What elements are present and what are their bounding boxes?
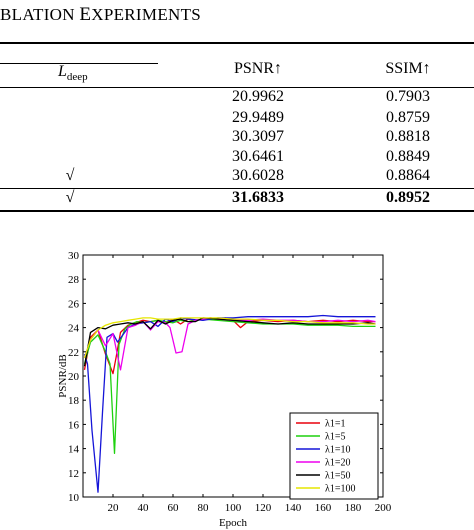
table-last-row-rule xyxy=(0,188,474,189)
y-tick-label: 20 xyxy=(68,371,80,383)
series-line-6 xyxy=(83,317,376,359)
ssim-value: 0.7903 xyxy=(386,88,430,105)
ssim-value-best: 0.8952 xyxy=(386,189,430,206)
legend-entry: λ1=5 xyxy=(325,432,346,443)
psnr-value: 20.9962 xyxy=(232,88,284,105)
x-tick-label: 180 xyxy=(345,502,362,514)
y-tick-label: 22 xyxy=(68,347,79,359)
psnr-value: 30.6461 xyxy=(232,148,284,165)
y-tick-label: 30 xyxy=(68,250,80,262)
table-bottom-rule xyxy=(0,210,474,212)
y-tick-label: 10 xyxy=(68,492,80,504)
x-tick-label: 60 xyxy=(168,502,180,514)
x-tick-label: 20 xyxy=(108,502,120,514)
x-tick-label: 120 xyxy=(255,502,272,514)
y-tick-label: 14 xyxy=(68,444,80,456)
heading-part-1: BLATION xyxy=(0,5,80,24)
legend-box xyxy=(289,412,379,500)
legend-entry: λ1=100 xyxy=(325,484,356,495)
y-tick-label: 26 xyxy=(68,298,80,310)
y-tick-label: 16 xyxy=(68,419,80,431)
table-header-rule xyxy=(0,87,474,88)
ssim-value: 0.8864 xyxy=(386,167,430,184)
y-tick-label: 12 xyxy=(68,468,79,480)
heading-cap: E xyxy=(79,4,92,25)
x-tick-label: 140 xyxy=(285,502,302,514)
ssim-value: 0.8759 xyxy=(386,109,430,126)
column-header-psnr: PSNR↑ xyxy=(233,60,283,77)
ldeep-check: √ xyxy=(65,167,75,184)
legend-entry: λ1=50 xyxy=(325,471,351,482)
ldeep-cmidrule xyxy=(0,63,158,64)
psnr-value-best: 31.6833 xyxy=(232,189,284,206)
ldeep-main: L xyxy=(58,63,67,80)
x-tick-label: 40 xyxy=(138,502,150,514)
legend-entry: λ1=1 xyxy=(325,419,346,430)
series-line-3 xyxy=(83,314,376,493)
series-line-2 xyxy=(83,318,376,455)
legend-entry: λ1=20 xyxy=(325,458,351,469)
legend-entry: λ1=10 xyxy=(325,445,351,456)
x-axis-label: Epoch xyxy=(219,517,248,529)
ssim-value: 0.8818 xyxy=(386,128,430,145)
table-top-rule xyxy=(0,42,474,44)
y-tick-label: 24 xyxy=(68,323,80,335)
ssim-value: 0.8849 xyxy=(386,148,430,165)
column-header-ldeep: Ldeep xyxy=(58,63,88,83)
psnr-value: 30.6028 xyxy=(232,167,284,184)
heading-part-2: XPERIMENTS xyxy=(91,5,202,24)
x-tick-label: 100 xyxy=(225,502,242,514)
series-line-5 xyxy=(83,317,376,367)
ldeep-check: √ xyxy=(65,189,75,206)
section-heading: BLATION EXPERIMENTS xyxy=(0,4,201,26)
psnr-value: 29.9489 xyxy=(232,109,284,126)
x-tick-label: 80 xyxy=(198,502,210,514)
ldeep-subscript: deep xyxy=(66,71,88,84)
y-axis-label: PSNR/dB xyxy=(57,354,69,397)
y-tick-label: 18 xyxy=(68,395,80,407)
y-tick-label: 28 xyxy=(68,274,80,286)
x-tick-label: 200 xyxy=(375,502,392,514)
x-tick-label: 160 xyxy=(315,502,332,514)
psnr-value: 30.3097 xyxy=(232,128,284,145)
column-header-ssim: SSIM↑ xyxy=(385,60,431,77)
